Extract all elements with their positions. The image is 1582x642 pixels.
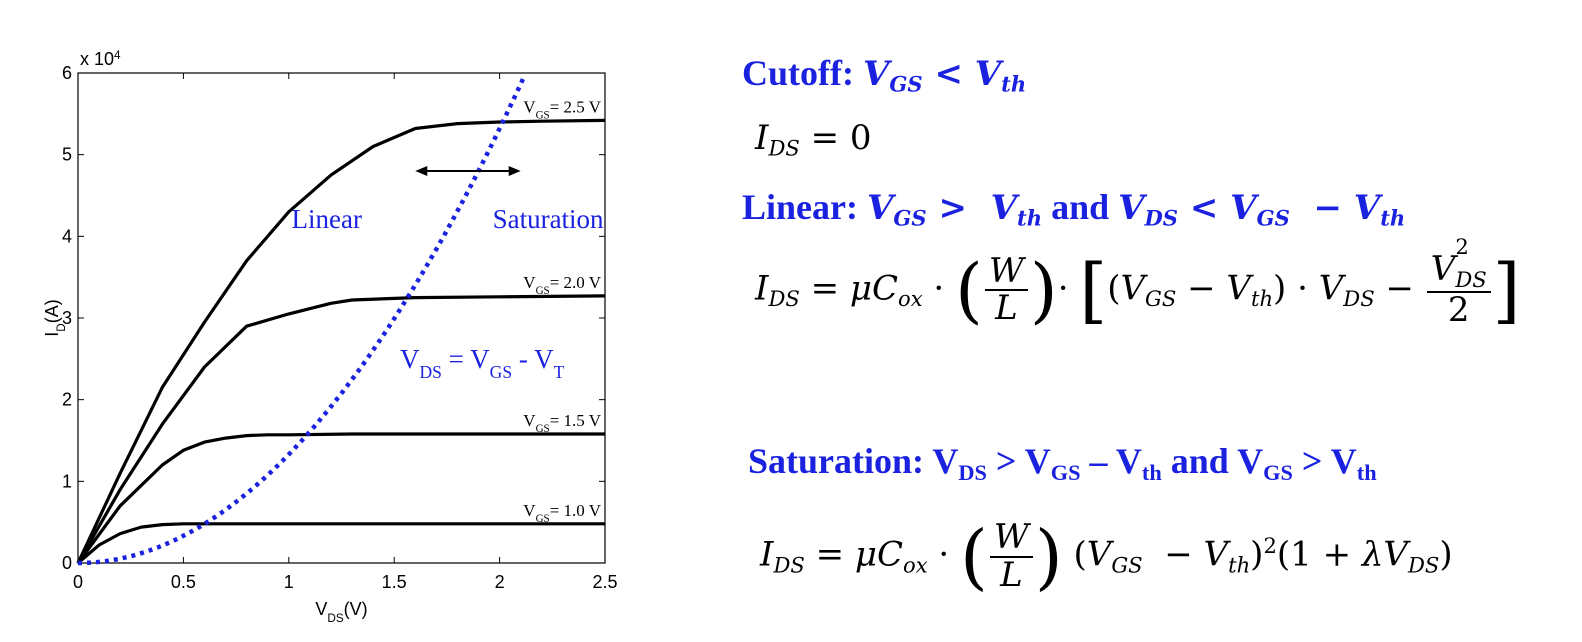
linear-heading: Linear: VGS > Vth and VDS < VGS − Vth [742, 187, 1406, 231]
y-tick-label: 2 [62, 390, 72, 410]
x-tick-label: 1 [284, 572, 294, 592]
series-line [76, 118, 606, 564]
y-tick-label: 3 [62, 308, 72, 328]
arrow-head-left [415, 166, 428, 176]
y-tick-label: 0 [62, 553, 72, 573]
cutoff-heading: Cutoff: VGS < Vth [742, 53, 1027, 97]
series-line [76, 432, 605, 564]
arrow-head-right [508, 166, 521, 176]
x-tick-label: 0.5 [171, 572, 196, 592]
linear-equation: IDS = μCox · (W L)· [(VGS − Vth) · VDS − … [755, 234, 1521, 332]
series-line [76, 294, 606, 564]
y-tick-label: 6 [62, 63, 72, 83]
series-line [76, 522, 605, 565]
x-tick-label: 0 [73, 572, 83, 592]
saturation-equation: IDS = μCox · (W L) (VGS − Vth)2(1 + λVDS) [760, 514, 1453, 598]
series-label: VGS= 2.5 V [523, 97, 601, 121]
y-tick-label: 5 [62, 145, 72, 165]
id-vds-chart: 0 0.5 1 1.5 2 2.5 0 1 2 3 4 5 6 x 104 VDS(V) ID(A) VGS= … [42, 49, 618, 625]
vds-boundary-curve [78, 73, 527, 566]
saturation-heading: Saturation: VDS > VGS – Vth and VGS > Vt… [748, 441, 1377, 486]
x-axis-label: VDS(V) [315, 599, 367, 625]
y-multiplier: x 104 [80, 49, 121, 70]
x-tick-label: 2 [495, 572, 505, 592]
cutoff-equation: IDS = 0 [755, 118, 872, 161]
series-label: VGS= 1.0 V [523, 501, 601, 525]
x-tick-label: 2.5 [592, 572, 617, 592]
plot-frame [77, 72, 606, 564]
y-tick-label: 1 [62, 471, 72, 491]
saturation-region-label: Saturation [493, 204, 604, 234]
boundary-label: VDS = VGS - VT [400, 344, 565, 382]
y-axis-label: ID(A) [42, 299, 68, 336]
series-label: VGS= 2.0 V [523, 273, 601, 297]
series-label: VGS= 1.5 V [523, 411, 601, 435]
linear-region-label: Linear [292, 204, 362, 234]
y-tick-label: 4 [62, 226, 72, 246]
x-tick-label: 1.5 [382, 572, 407, 592]
